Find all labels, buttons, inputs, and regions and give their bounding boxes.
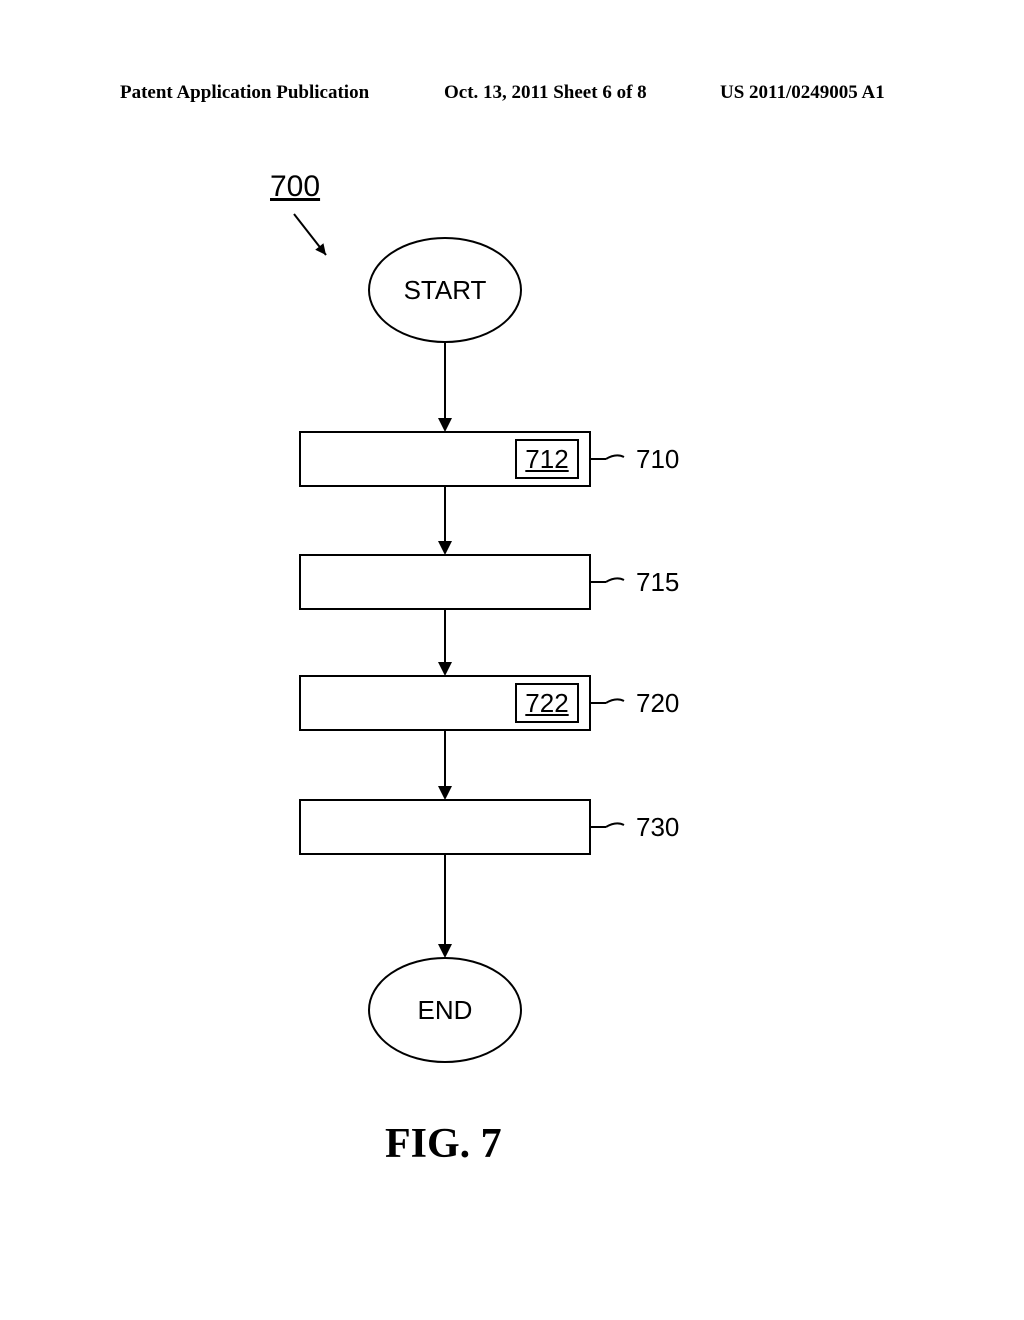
flowchart — [0, 0, 1024, 1320]
reference-number: 730 — [636, 812, 679, 843]
page: Patent Application Publication Oct. 13, … — [0, 0, 1024, 1320]
reference-number: 715 — [636, 567, 679, 598]
end-label: END — [395, 995, 495, 1026]
inner-box-number: 722 — [516, 688, 578, 719]
inner-box-number: 712 — [516, 444, 578, 475]
figure-number: 700 — [270, 170, 320, 204]
reference-number: 720 — [636, 688, 679, 719]
start-label: START — [395, 275, 495, 306]
reference-number: 710 — [636, 444, 679, 475]
figure-caption: FIG. 7 — [385, 1120, 502, 1168]
